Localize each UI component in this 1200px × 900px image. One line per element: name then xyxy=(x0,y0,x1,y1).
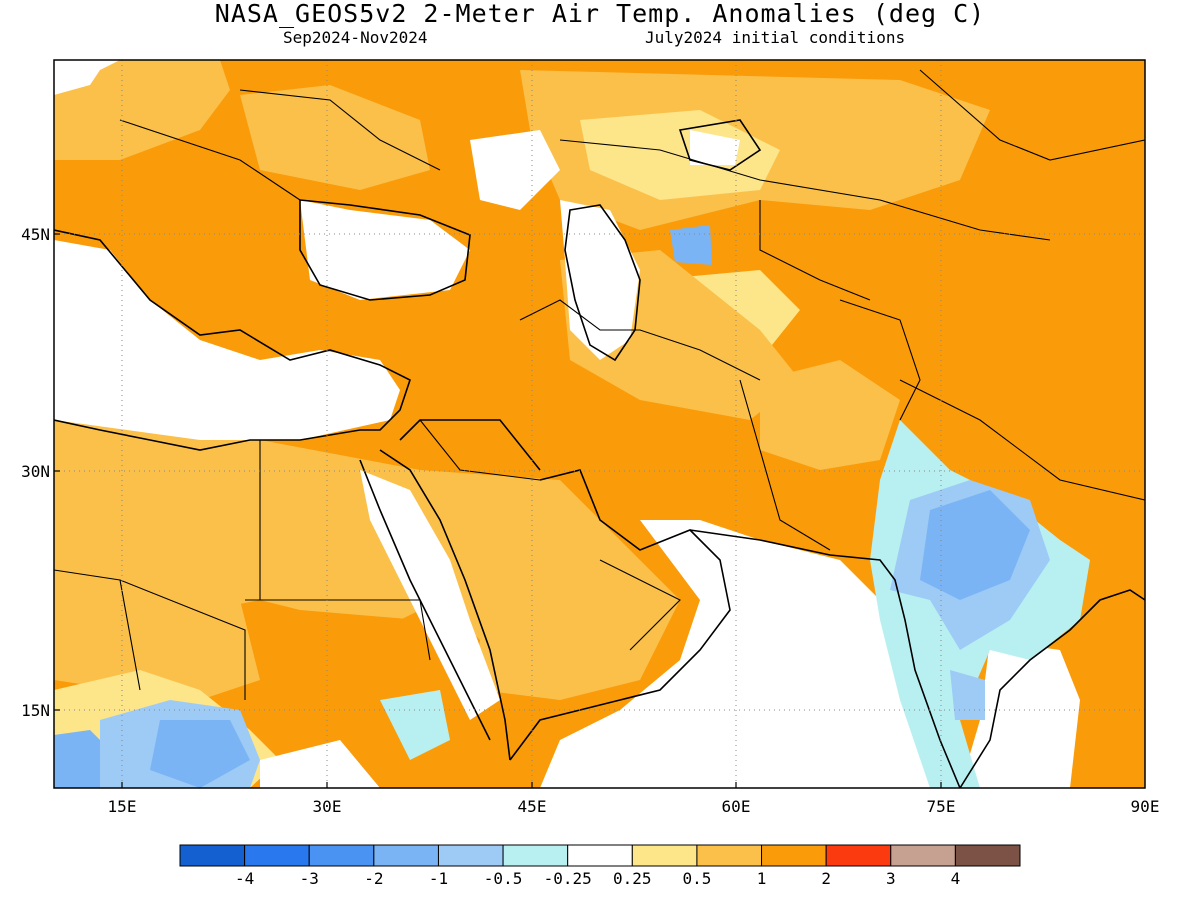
region-europe-west xyxy=(54,60,230,160)
lat-label-30n: 30N xyxy=(21,462,50,481)
colorbar-label: -4 xyxy=(235,869,254,888)
map-title: NASA_GEOS5v2 2-Meter Air Temp. Anomalies… xyxy=(214,0,986,28)
axis-ticks xyxy=(54,233,942,788)
cool-india-south xyxy=(950,670,985,720)
lon-label-60e: 60E xyxy=(722,797,751,816)
colorbar-label: 2 xyxy=(821,869,831,888)
lat-label-15n: 15N xyxy=(21,701,50,720)
colorbar-swatch xyxy=(308,844,375,867)
neutral-red-sea xyxy=(360,470,500,720)
colorbar-swatch xyxy=(954,844,1021,867)
colorbar: -4 -3 -2 -1 -0.5 -0.25 0.25 0.5 1 2 3 4 xyxy=(179,844,1021,888)
colorbar-swatch xyxy=(179,844,246,867)
cool-india-strong xyxy=(920,490,1030,600)
colorbar-label: 0.5 xyxy=(682,869,711,888)
region-pakistan xyxy=(760,360,900,470)
neutral-arabian-sea xyxy=(540,520,940,788)
colorbar-swatch xyxy=(696,844,763,867)
colorbar-swatch xyxy=(890,844,956,867)
colorbar-swatch xyxy=(437,844,504,867)
colorbar-label: -0.5 xyxy=(484,869,523,888)
coastlines xyxy=(54,119,1145,788)
neutral-mediterranean xyxy=(54,240,400,440)
neutral-russia-south xyxy=(470,130,560,210)
lon-label-75e: 75E xyxy=(927,797,956,816)
neutral-black-sea xyxy=(300,200,470,300)
lat-label-45n: 45N xyxy=(21,225,50,244)
country-borders xyxy=(54,69,1145,700)
colorbar-swatch xyxy=(502,844,569,867)
colorbar-label: -3 xyxy=(300,869,319,888)
region-sahel xyxy=(54,580,260,700)
cool-ethiopia xyxy=(380,690,450,760)
colorbar-swatch xyxy=(631,844,698,867)
region-eastern-europe xyxy=(240,85,430,190)
region-kazakhstan-light xyxy=(580,110,780,200)
colorbar-label: -2 xyxy=(364,869,383,888)
lon-label-30e: 30E xyxy=(313,797,342,816)
colorbar-label: 4 xyxy=(951,869,961,888)
gridlines xyxy=(54,60,1145,788)
forecast-period: Sep2024-Nov2024 xyxy=(283,28,428,47)
colorbar-swatch xyxy=(761,844,827,867)
neutral-aral xyxy=(690,130,740,165)
neutral-east-africa xyxy=(260,740,380,788)
cool-aral-region xyxy=(670,225,712,265)
neutral-caspian xyxy=(560,200,640,360)
lon-label-90e: 90E xyxy=(1131,797,1160,816)
colorbar-label: -0.25 xyxy=(544,869,592,888)
region-arabia-africa xyxy=(54,420,680,700)
neutral-bay-of-bengal xyxy=(960,640,1080,788)
colorbar-label: 0.25 xyxy=(613,869,652,888)
cool-africa-strong xyxy=(150,720,250,788)
lon-label-15e: 15E xyxy=(108,797,137,816)
colorbar-swatch xyxy=(825,844,892,867)
colorbar-swatch xyxy=(373,844,439,867)
colorbar-label: -1 xyxy=(429,869,448,888)
colorbar-label: 1 xyxy=(757,869,767,888)
colorbar-label: 3 xyxy=(886,869,896,888)
initial-conditions: July2024 initial conditions xyxy=(645,28,906,47)
lon-label-45e: 45E xyxy=(518,797,547,816)
map-frame xyxy=(53,59,1146,789)
neutral-north-sea xyxy=(54,60,120,95)
colorbar-swatch xyxy=(567,844,633,867)
colorbar-swatch xyxy=(244,844,310,867)
anomaly-field xyxy=(54,60,1145,788)
